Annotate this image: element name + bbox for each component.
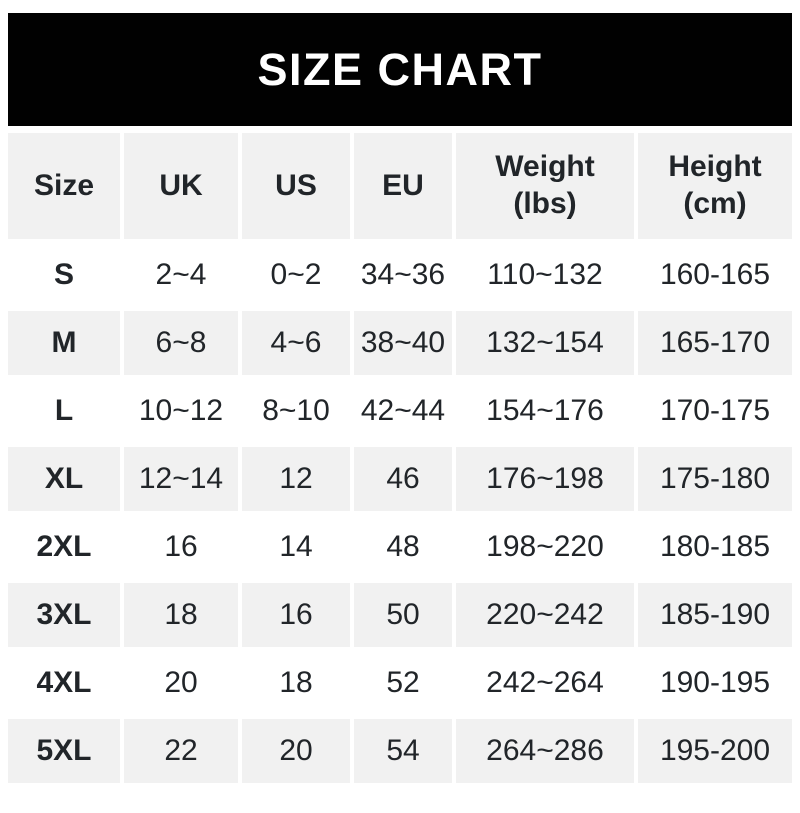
table-row-xl: XL 12~14 12 46 176~198 175-180 xyxy=(8,447,792,511)
height-cell: 180-185 xyxy=(638,515,792,579)
size-cell: 5XL xyxy=(8,719,120,783)
size-chart-banner: SIZE CHART xyxy=(8,13,792,126)
column-header-label: US xyxy=(275,168,317,202)
size-cell: 2XL xyxy=(8,515,120,579)
eu-cell: 54 xyxy=(354,719,452,783)
weight-cell: 176~198 xyxy=(456,447,634,511)
column-header-weight: Weight (lbs) xyxy=(456,133,634,239)
column-header-uk: UK xyxy=(124,133,238,239)
table-row-3xl: 3XL 18 16 50 220~242 185-190 xyxy=(8,583,792,647)
height-cell: 195-200 xyxy=(638,719,792,783)
weight-cell: 220~242 xyxy=(456,583,634,647)
eu-cell: 46 xyxy=(354,447,452,511)
weight-cell: 264~286 xyxy=(456,719,634,783)
table-row-l: L 10~12 8~10 42~44 154~176 170-175 xyxy=(8,379,792,443)
table-row-s: S 2~4 0~2 34~36 110~132 160-165 xyxy=(8,243,792,307)
uk-cell: 2~4 xyxy=(124,243,238,307)
column-header-sublabel: (lbs) xyxy=(513,187,577,220)
us-cell: 18 xyxy=(242,651,350,715)
height-cell: 160-165 xyxy=(638,243,792,307)
column-header-eu: EU xyxy=(354,133,452,239)
height-cell: 175-180 xyxy=(638,447,792,511)
uk-cell: 22 xyxy=(124,719,238,783)
eu-cell: 52 xyxy=(354,651,452,715)
uk-cell: 18 xyxy=(124,583,238,647)
weight-cell: 198~220 xyxy=(456,515,634,579)
page-title: SIZE CHART xyxy=(257,44,543,95)
table-row-4xl: 4XL 20 18 52 242~264 190-195 xyxy=(8,651,792,715)
eu-cell: 50 xyxy=(354,583,452,647)
height-cell: 170-175 xyxy=(638,379,792,443)
us-cell: 4~6 xyxy=(242,311,350,375)
height-cell: 165-170 xyxy=(638,311,792,375)
weight-cell: 154~176 xyxy=(456,379,634,443)
size-chart-table: Size UK US EU Weight (lbs) Height (cm) S 2… xyxy=(4,129,796,787)
uk-cell: 10~12 xyxy=(124,379,238,443)
us-cell: 14 xyxy=(242,515,350,579)
column-header-height: Height (cm) xyxy=(638,133,792,239)
uk-cell: 12~14 xyxy=(124,447,238,511)
uk-cell: 20 xyxy=(124,651,238,715)
column-header-label: Height xyxy=(668,150,762,184)
us-cell: 12 xyxy=(242,447,350,511)
uk-cell: 16 xyxy=(124,515,238,579)
size-cell: S xyxy=(8,243,120,307)
us-cell: 16 xyxy=(242,583,350,647)
column-header-us: US xyxy=(242,133,350,239)
size-cell: 4XL xyxy=(8,651,120,715)
column-header-label: Size xyxy=(33,168,95,202)
header-row: Size UK US EU Weight (lbs) Height (cm) xyxy=(8,133,792,239)
weight-cell: 242~264 xyxy=(456,651,634,715)
us-cell: 20 xyxy=(242,719,350,783)
table-row-2xl: 2XL 16 14 48 198~220 180-185 xyxy=(8,515,792,579)
eu-cell: 38~40 xyxy=(354,311,452,375)
column-header-size: Size xyxy=(8,133,120,239)
eu-cell: 48 xyxy=(354,515,452,579)
column-header-label: Weight xyxy=(495,150,595,184)
us-cell: 8~10 xyxy=(242,379,350,443)
size-cell: M xyxy=(8,311,120,375)
table-row-m: M 6~8 4~6 38~40 132~154 165-170 xyxy=(8,311,792,375)
column-header-label: UK xyxy=(159,168,203,202)
us-cell: 0~2 xyxy=(242,243,350,307)
weight-cell: 132~154 xyxy=(456,311,634,375)
uk-cell: 6~8 xyxy=(124,311,238,375)
size-cell: XL xyxy=(8,447,120,511)
size-cell: L xyxy=(8,379,120,443)
eu-cell: 42~44 xyxy=(354,379,452,443)
height-cell: 185-190 xyxy=(638,583,792,647)
eu-cell: 34~36 xyxy=(354,243,452,307)
height-cell: 190-195 xyxy=(638,651,792,715)
weight-cell: 110~132 xyxy=(456,243,634,307)
table-row-5xl: 5XL 22 20 54 264~286 195-200 xyxy=(8,719,792,783)
column-header-label: EU xyxy=(382,168,424,202)
size-cell: 3XL xyxy=(8,583,120,647)
column-header-sublabel: (cm) xyxy=(683,187,747,220)
